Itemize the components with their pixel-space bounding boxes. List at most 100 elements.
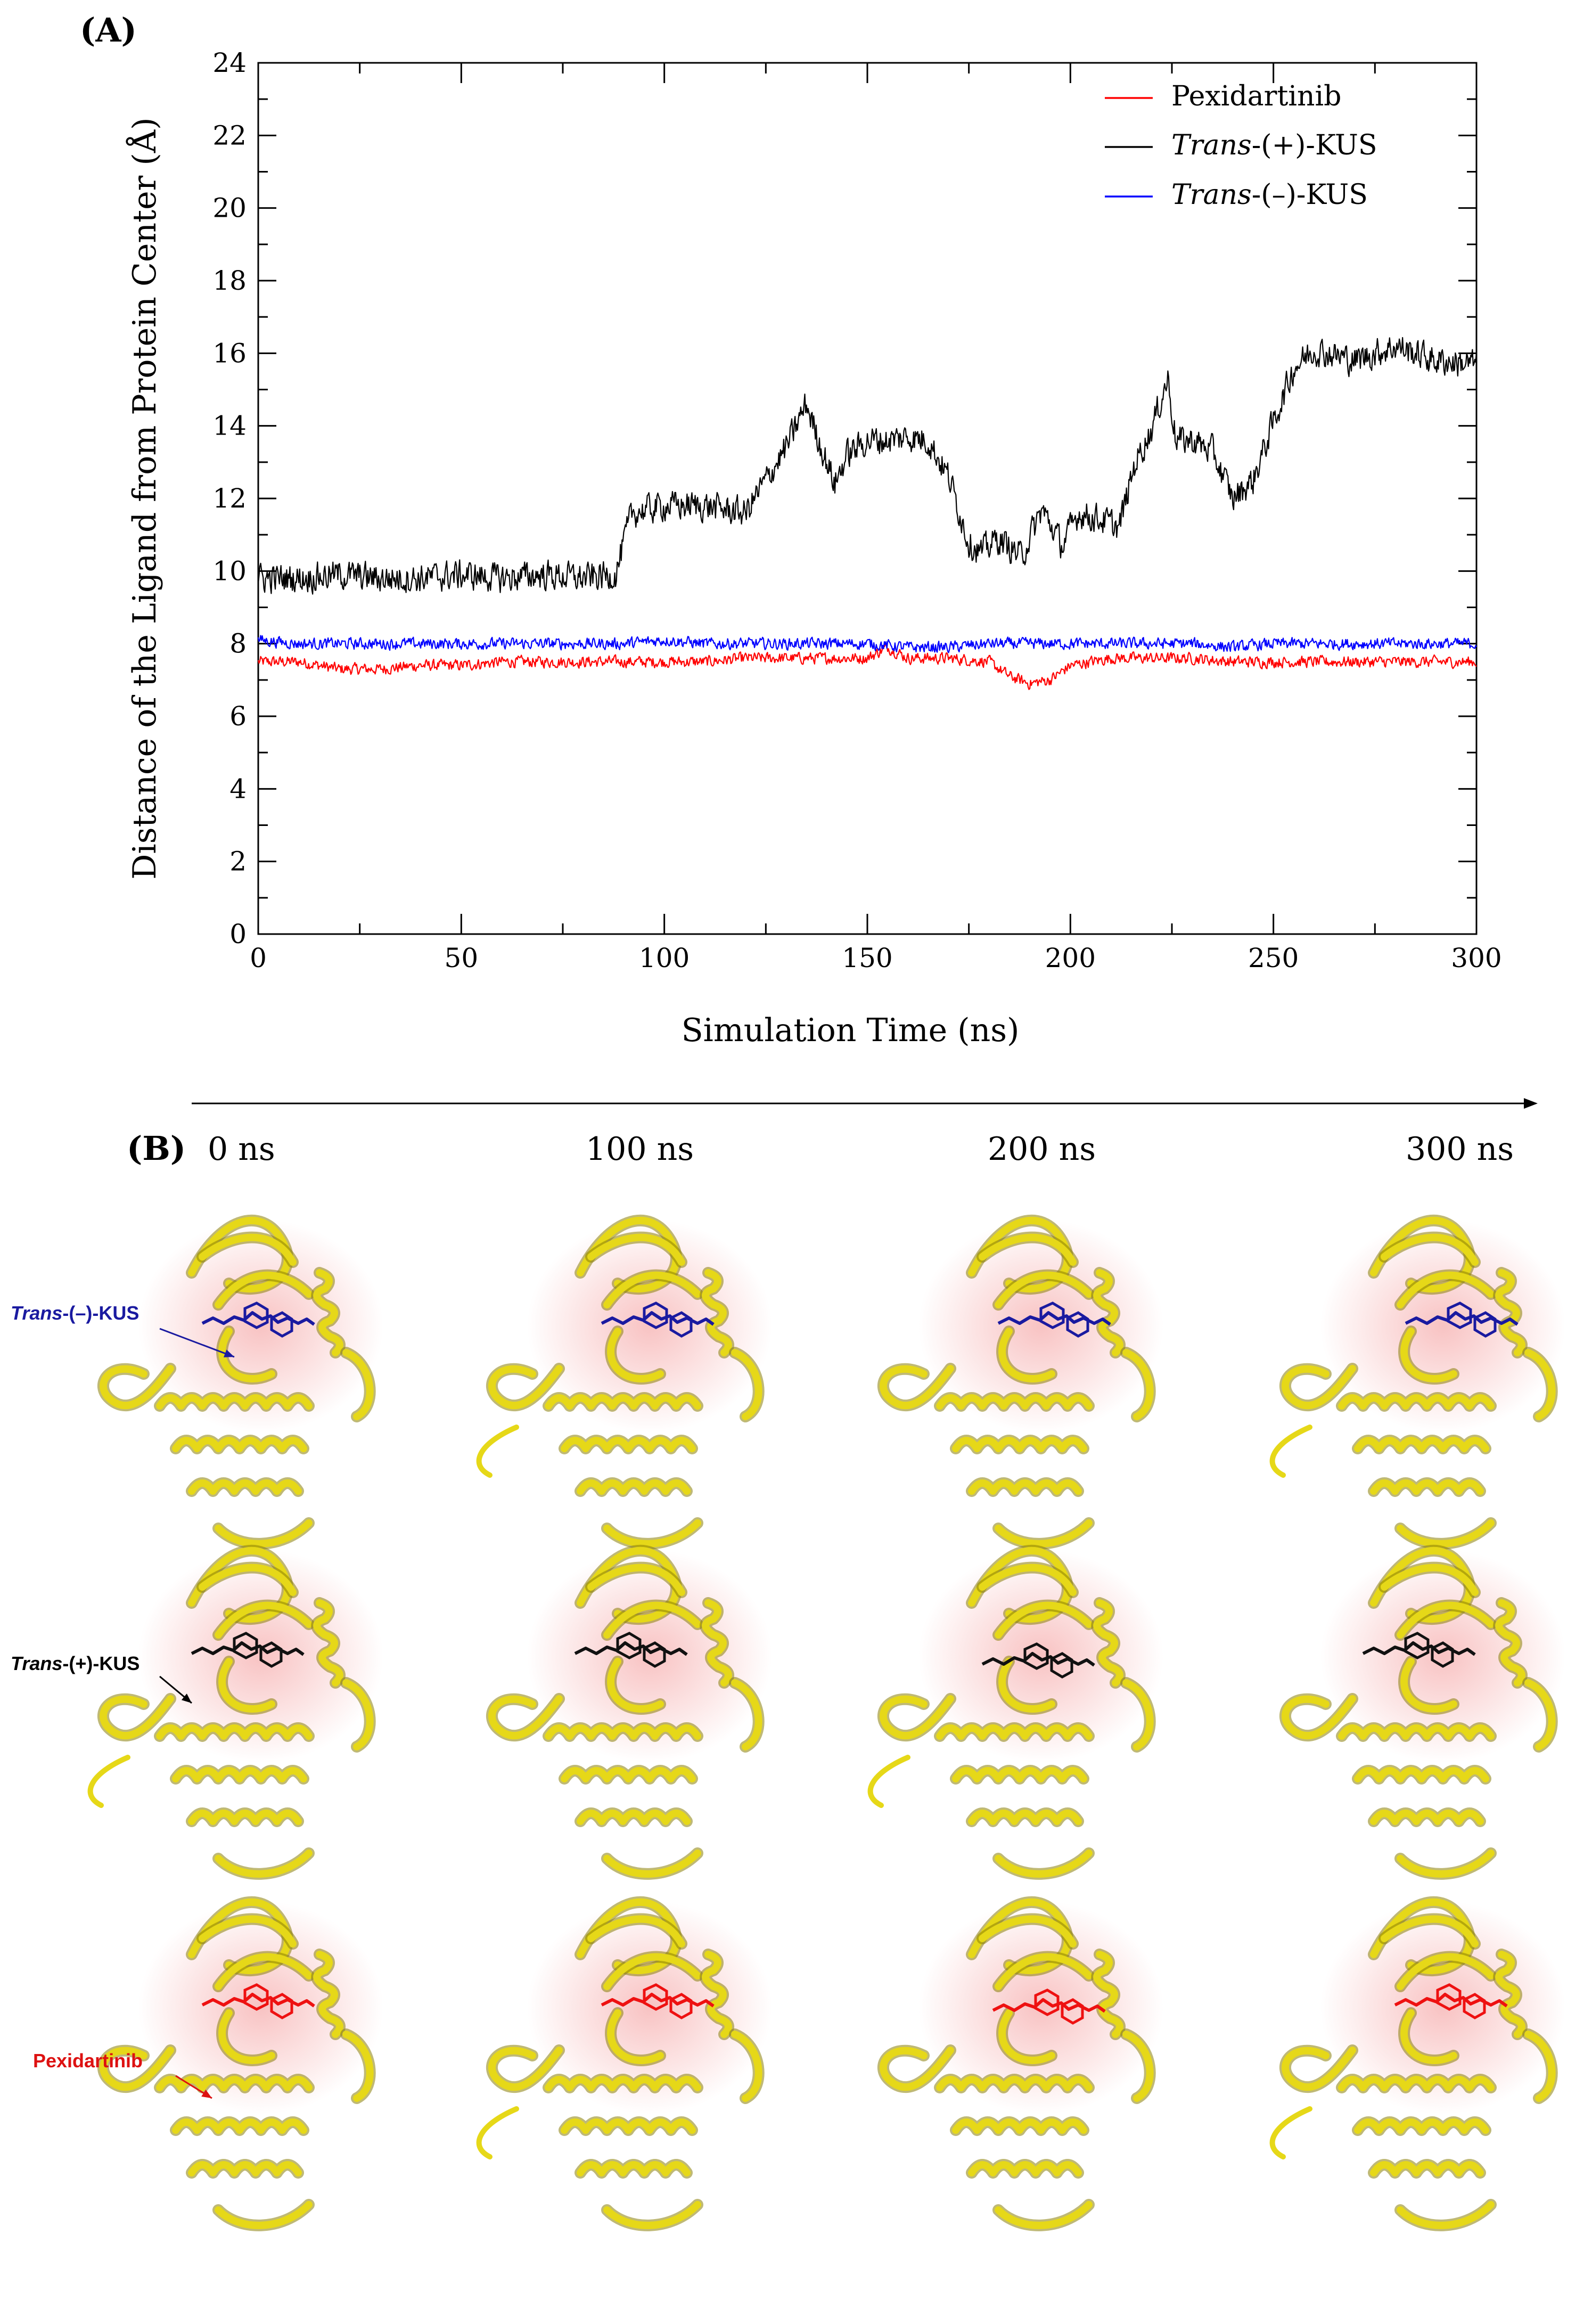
- protein-ribbon: [587, 1564, 685, 1596]
- ligand-ring: [669, 1311, 693, 1338]
- protein-ribbon: [607, 2009, 664, 2064]
- protein-ribbon: [702, 1951, 732, 2038]
- protein-ribbon: [1397, 1953, 1495, 1990]
- protein-ribbon: [1338, 1394, 1495, 1410]
- protein-ribbon: [1354, 1437, 1489, 1452]
- row-label-italic-part: Trans: [11, 1652, 62, 1674]
- protein-loop: [1269, 2106, 1312, 2159]
- protein-ribbon: [979, 1233, 1077, 1266]
- protein-ribbon: [215, 1519, 313, 1548]
- protein-ribbon: [587, 1233, 685, 1266]
- protein-ribbon: [218, 1658, 275, 1713]
- protein-ribbon: [199, 1564, 297, 1596]
- protein-ribbon: [1397, 1850, 1495, 1878]
- protein-loop: [1269, 1425, 1312, 1478]
- protein-ribbon: [702, 1269, 732, 1356]
- protein-ribbon: [1370, 1479, 1484, 1495]
- protein-ribbon: [936, 1724, 1093, 1740]
- y-tick-label: 14: [212, 411, 247, 441]
- protein-ribbon: [188, 1546, 291, 1623]
- protein-ribbon: [99, 1695, 174, 1740]
- protein-ribbon: [172, 1437, 307, 1452]
- y-tick-label: 12: [212, 483, 247, 514]
- protein-ribbon: [215, 1271, 313, 1308]
- row-label: Pexidartinib: [33, 2050, 143, 2072]
- protein-ribbon: [979, 1564, 1077, 1596]
- protein-ribbon: [545, 1724, 701, 1740]
- protein-ribbon: [561, 1767, 696, 1782]
- ligand-ring: [243, 1983, 269, 2011]
- protein-snapshot: [867, 1544, 1163, 1880]
- protein-ribbon: [1093, 1269, 1123, 1356]
- protein-ribbon: [998, 1658, 1055, 1713]
- protein-ribbon: [603, 1953, 701, 1990]
- legend-rest-part: -(+)-KUS: [1252, 129, 1377, 161]
- protein-ribbon: [1354, 1767, 1489, 1782]
- protein-ribbon: [879, 2047, 954, 2091]
- series-line-pexidartinib: [257, 642, 1477, 690]
- protein-ribbon: [488, 2047, 563, 2091]
- time-label: 300 ns: [1406, 1131, 1514, 1168]
- protein-ribbon: [1495, 1599, 1525, 1687]
- ligand-ring: [270, 1993, 293, 2019]
- protein-snapshot: [1279, 1544, 1565, 1880]
- protein-ribbon: [995, 1271, 1093, 1308]
- timeline-arrow: [192, 1098, 1538, 1109]
- protein-ribbon: [199, 1915, 297, 1947]
- protein-ribbon: [1397, 1519, 1495, 1548]
- y-axis-title: Distance of the Ligand from Protein Cent…: [126, 117, 163, 879]
- protein-ribbon: [936, 2076, 1093, 2091]
- row-label: Trans-(–)-KUS: [11, 1302, 139, 1324]
- protein-ribbon: [156, 2076, 313, 2091]
- series-line-trans-kus: [257, 635, 1477, 653]
- y-tick-label: 4: [229, 773, 247, 804]
- protein-ribbon: [488, 1695, 563, 1740]
- protein-ribbon: [968, 1479, 1082, 1495]
- ligand-chain: [201, 1311, 315, 1326]
- protein-snapshot: [97, 1214, 383, 1550]
- ligand-ring: [1023, 1642, 1049, 1670]
- x-tick-label: 250: [1248, 943, 1299, 973]
- ligand-ring: [1436, 1983, 1462, 2011]
- snapshot-grid: [87, 1214, 1565, 2231]
- ligand-ring: [233, 1632, 258, 1659]
- ligand-ring: [643, 1641, 666, 1668]
- protein-ribbon: [188, 1898, 291, 1974]
- time-label: 100 ns: [586, 1131, 694, 1168]
- protein-ribbon: [215, 2201, 313, 2229]
- time-label: 0 ns: [208, 1131, 275, 1168]
- row-label-pointer: [159, 1328, 235, 1358]
- legend-italic-part: Trans: [1171, 129, 1252, 161]
- row-label-rest-part: Pexidartinib: [33, 2050, 143, 2072]
- protein-ribbon: [1281, 1695, 1356, 1740]
- protein-ribbon: [1381, 1915, 1479, 1947]
- protein-ribbon: [607, 1328, 664, 1382]
- protein-ribbon: [1370, 1810, 1484, 1825]
- ligand-ring: [1066, 1311, 1089, 1338]
- ligand-ring: [669, 1993, 693, 2019]
- legend-entry-label: Trans-(+)-KUS: [1171, 129, 1377, 161]
- row-label-rest-part: -(+)-KUS: [62, 1652, 139, 1674]
- protein-ribbon: [561, 2118, 696, 2134]
- time-labels: 0 ns 100 ns 200 ns 300 ns: [208, 1131, 1514, 1168]
- protein-ribbon: [1397, 1271, 1495, 1308]
- protein-ribbon: [488, 1365, 563, 1410]
- protein-ribbon: [1122, 2031, 1154, 2102]
- protein-snapshot: [877, 1896, 1163, 2231]
- ligand-ring: [1463, 1993, 1486, 2019]
- protein-ribbon: [1122, 1679, 1154, 1750]
- protein-ribbon: [1524, 1679, 1556, 1750]
- protein-ribbon: [188, 1216, 291, 1292]
- protein-ribbon: [342, 1349, 374, 1420]
- protein-loop: [87, 1755, 130, 1808]
- ligand-chain: [574, 1641, 688, 1656]
- ligand-chain: [601, 1993, 715, 2008]
- protein-ribbon: [577, 1898, 680, 1974]
- ligand-ring: [270, 1311, 293, 1338]
- protein-ribbon: [1338, 1724, 1495, 1740]
- protein-ribbon: [1400, 1658, 1457, 1713]
- ligand-ring: [1473, 1311, 1497, 1338]
- series-line-trans-kus: [257, 337, 1478, 595]
- protein-ribbon: [577, 1479, 691, 1495]
- protein-ribbon: [1495, 1951, 1525, 2038]
